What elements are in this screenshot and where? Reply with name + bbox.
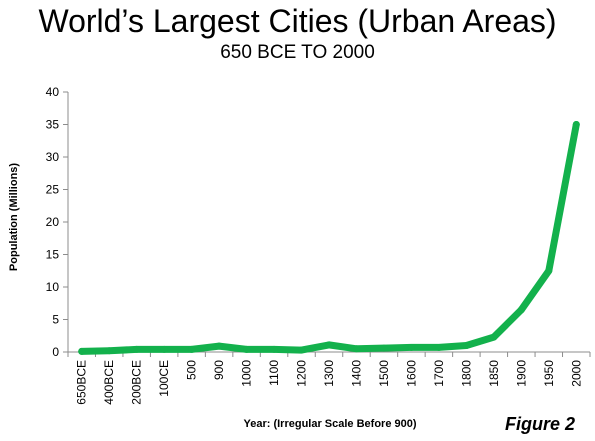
y-tick-label: 20 bbox=[46, 215, 60, 229]
data-point bbox=[545, 267, 553, 275]
data-point bbox=[435, 343, 443, 351]
data-point bbox=[352, 345, 360, 353]
x-tick-label: 900 bbox=[212, 360, 226, 380]
series-layer bbox=[78, 121, 580, 355]
y-tick-label: 5 bbox=[52, 313, 59, 327]
y-axis-label: Population (Millions) bbox=[8, 162, 20, 272]
data-point bbox=[517, 306, 525, 314]
data-point bbox=[243, 345, 251, 353]
data-point bbox=[407, 343, 415, 351]
x-tick-label: 650BCE bbox=[75, 360, 89, 405]
y-tick-label: 15 bbox=[46, 248, 60, 262]
x-axis: 650BCE 400BCE 200BCE 100CE 500 900 1000 1100 120… bbox=[67, 351, 591, 405]
data-point bbox=[462, 342, 470, 349]
data-point bbox=[78, 347, 86, 355]
x-axis-label: Year: (Irregular Scale Before 900) bbox=[243, 418, 417, 430]
chart-subtitle: 650 BCE TO 2000 bbox=[220, 42, 375, 63]
series-line bbox=[78, 121, 580, 355]
data-point bbox=[215, 342, 223, 350]
data-point bbox=[188, 345, 196, 353]
x-tick-label: 1700 bbox=[432, 360, 446, 387]
y-tick-label: 30 bbox=[46, 150, 60, 164]
x-tick-label: 1600 bbox=[404, 360, 418, 387]
x-tick-label: 400BCE bbox=[102, 360, 116, 405]
x-tick-label: 1000 bbox=[240, 360, 254, 387]
data-point bbox=[490, 333, 498, 341]
y-axis: 0 5 10 15 20 25 30 35 40 bbox=[46, 85, 69, 359]
x-tick-label: 1400 bbox=[349, 360, 363, 387]
data-point bbox=[105, 347, 113, 355]
x-tick-label: 1200 bbox=[295, 360, 309, 387]
x-tick-label: 1300 bbox=[322, 360, 336, 387]
data-point bbox=[133, 345, 141, 353]
data-point bbox=[325, 341, 333, 349]
x-tick-label: 2000 bbox=[569, 360, 583, 387]
data-point bbox=[572, 121, 580, 128]
x-tick-label: 1500 bbox=[377, 360, 391, 387]
y-tick-label: 40 bbox=[46, 85, 60, 99]
x-tick-label: 1100 bbox=[267, 360, 281, 386]
x-tick-label: 1800 bbox=[459, 360, 473, 387]
y-tick-label: 0 bbox=[52, 345, 59, 359]
data-point bbox=[380, 344, 388, 352]
x-tick-label: 200BCE bbox=[130, 360, 144, 405]
x-tick-label: 1900 bbox=[514, 360, 528, 387]
data-point bbox=[160, 345, 168, 353]
y-tick-label: 25 bbox=[46, 183, 60, 197]
x-tick-label: 100CE bbox=[157, 360, 171, 397]
x-tick-label: 1850 bbox=[487, 360, 501, 387]
chart-title: World’s Largest Cities (Urban Areas) bbox=[38, 3, 557, 39]
figure-label: Figure 2 bbox=[504, 414, 575, 434]
y-tick-label: 35 bbox=[46, 118, 60, 132]
data-point bbox=[298, 346, 306, 354]
data-point bbox=[270, 345, 278, 353]
y-tick-label: 10 bbox=[46, 280, 60, 294]
x-tick-label: 500 bbox=[185, 360, 199, 380]
x-tick-label: 1950 bbox=[542, 360, 556, 387]
